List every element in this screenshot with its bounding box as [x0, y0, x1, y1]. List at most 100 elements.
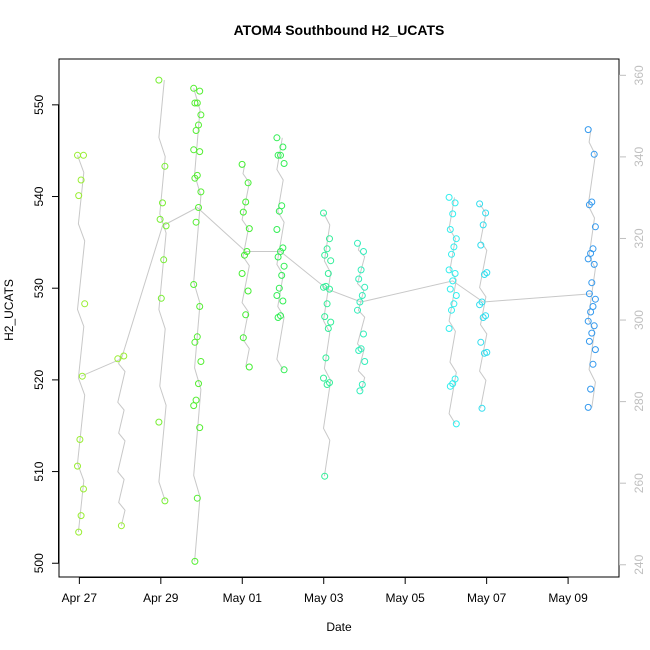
data-point — [446, 285, 454, 293]
data-point — [321, 313, 329, 321]
data-point — [591, 346, 599, 354]
data-point — [323, 245, 331, 253]
data-point — [273, 292, 281, 299]
data-point — [355, 275, 363, 283]
data-point — [197, 111, 205, 119]
data-point — [80, 485, 87, 493]
data-point — [479, 314, 487, 321]
data-point — [191, 338, 199, 346]
data-point — [239, 334, 247, 342]
data-point — [195, 204, 202, 211]
profile-trace — [587, 129, 596, 408]
data-point — [584, 126, 592, 134]
data-point — [358, 381, 366, 388]
y-tick-label: 540 — [32, 186, 46, 206]
data-point — [245, 363, 253, 371]
data-point — [190, 402, 198, 410]
data-point — [275, 284, 283, 292]
data-point — [77, 512, 85, 520]
x-tick-label: May 01 — [223, 591, 263, 605]
data-point — [446, 226, 454, 233]
data-point — [449, 277, 457, 285]
data-point — [277, 151, 284, 159]
data-point — [196, 87, 204, 95]
data-point — [238, 270, 246, 277]
data-point — [324, 325, 332, 332]
x-axis: Apr 27 Apr 29 May 01 May 03 May 05 May 07 May … — [62, 577, 588, 605]
data-point — [159, 199, 166, 207]
x-tick-label: Apr 27 — [62, 591, 98, 605]
data-point — [190, 84, 198, 92]
data-point — [590, 260, 598, 268]
data-point — [155, 418, 163, 426]
data-point — [476, 301, 484, 309]
data-point — [244, 287, 252, 295]
data-point — [480, 271, 488, 278]
data-point — [243, 248, 251, 255]
data-point — [274, 253, 282, 261]
data-point — [324, 270, 332, 277]
data-point — [273, 226, 281, 233]
data-point — [245, 225, 253, 233]
right-y-tick-label: 240 — [632, 554, 646, 574]
x-tick-label: Apr 29 — [143, 591, 179, 605]
data-point — [356, 298, 364, 306]
data-point — [480, 349, 488, 357]
data-point — [452, 420, 460, 428]
data-point — [584, 317, 592, 325]
data-point — [280, 262, 288, 270]
data-point — [75, 192, 83, 200]
data-point — [161, 497, 169, 505]
data-point — [587, 385, 595, 393]
data-point — [239, 208, 247, 216]
x-axis-label: Date — [326, 620, 352, 634]
data-point — [196, 303, 204, 310]
data-point — [584, 255, 592, 263]
data-point — [452, 292, 460, 299]
data-point — [357, 266, 365, 274]
x-tick-label: May 07 — [467, 591, 507, 605]
data-point — [451, 270, 459, 277]
profile-trace — [356, 243, 366, 392]
data-point — [77, 176, 85, 184]
data-point — [327, 257, 335, 265]
data-point — [76, 436, 84, 443]
data-point — [242, 198, 250, 206]
data-point — [479, 221, 487, 229]
data-point — [280, 366, 288, 374]
data-point — [361, 358, 369, 365]
data-point — [78, 372, 86, 380]
data-points — [74, 76, 599, 565]
data-point — [445, 325, 453, 332]
data-point — [326, 285, 333, 293]
data-point — [75, 528, 83, 536]
data-point — [478, 404, 486, 412]
right-y-tick-label: 360 — [632, 65, 646, 85]
data-point — [192, 127, 200, 134]
data-point — [445, 193, 453, 201]
data-point — [448, 250, 455, 258]
data-point — [590, 150, 598, 158]
data-point — [190, 281, 198, 288]
data-point — [326, 235, 333, 243]
data-point — [585, 290, 593, 298]
profile-trace — [479, 203, 488, 409]
data-point — [323, 300, 331, 308]
data-point — [161, 162, 169, 170]
y-tick-label: 550 — [32, 95, 46, 115]
data-point — [238, 160, 246, 168]
data-point — [323, 381, 331, 388]
data-point — [275, 207, 283, 215]
profile-trace — [76, 155, 86, 533]
data-point — [321, 251, 329, 259]
right-y-axis: 240 260 280 300 320 340 360 — [619, 65, 646, 575]
data-point — [354, 306, 361, 314]
data-point — [450, 243, 458, 251]
profile-trace — [158, 80, 167, 502]
y-axis: 500 510 520 530 540 550 — [32, 95, 59, 573]
data-point — [74, 462, 81, 470]
data-point — [81, 300, 89, 308]
data-point — [280, 160, 288, 167]
data-point — [590, 322, 598, 330]
